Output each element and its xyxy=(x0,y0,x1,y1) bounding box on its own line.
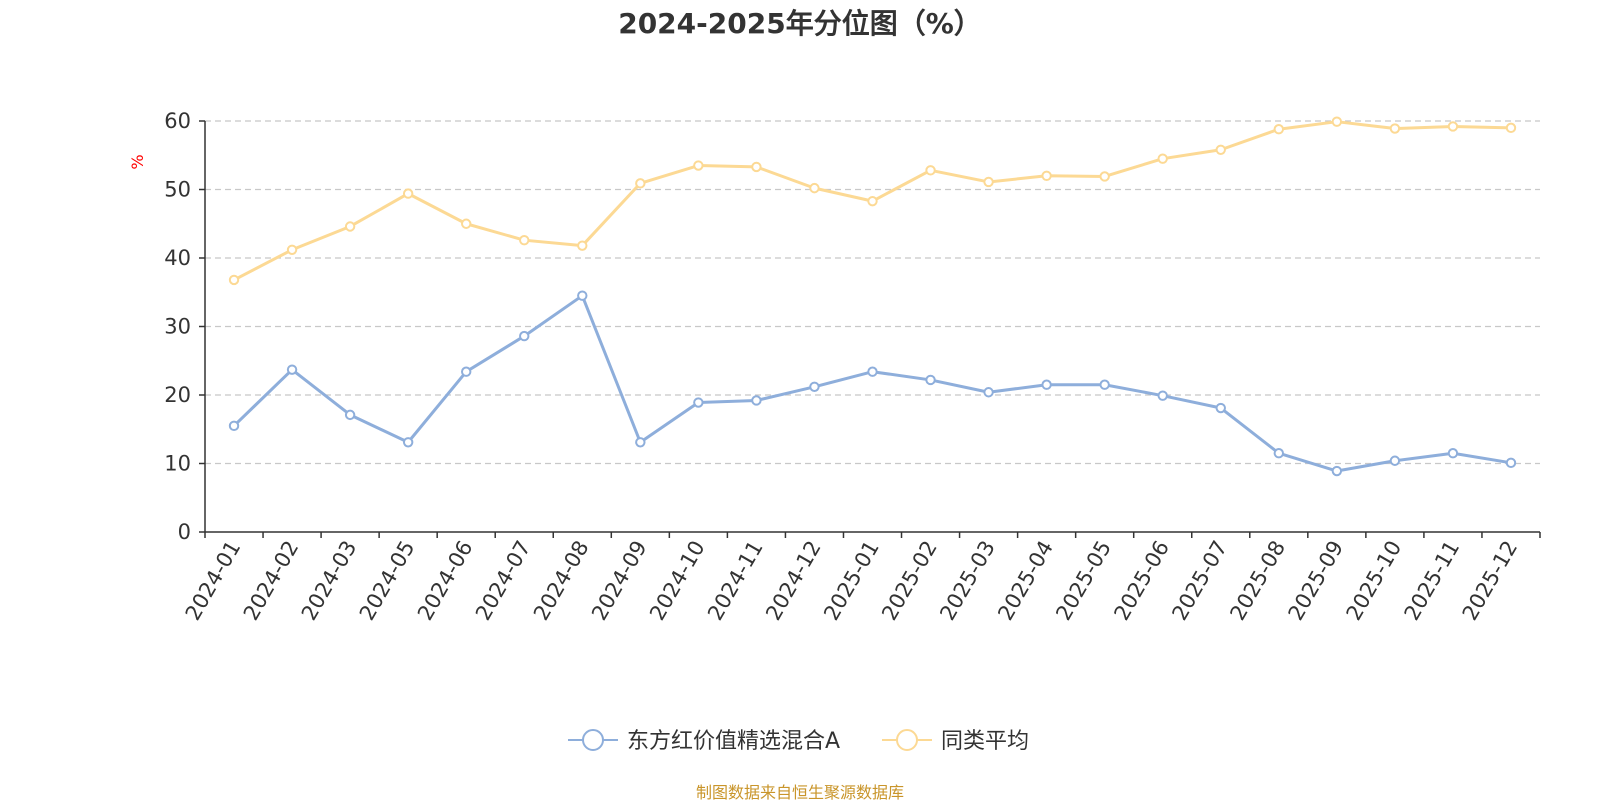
y-tick-label: 50 xyxy=(164,178,191,202)
data-point[interactable] xyxy=(867,366,878,377)
data-point[interactable] xyxy=(344,221,356,232)
y-tick-label: 10 xyxy=(164,452,191,476)
data-point[interactable] xyxy=(925,374,936,386)
data-point[interactable] xyxy=(402,437,414,448)
data-point[interactable] xyxy=(809,381,820,392)
y-tick-label: 20 xyxy=(164,383,191,407)
x-tick-label: 2024-05 xyxy=(355,537,420,625)
axes: 01020304050602024-012024-022024-032024-0… xyxy=(164,109,1541,625)
data-point[interactable] xyxy=(1505,457,1517,469)
data-point[interactable] xyxy=(1331,116,1343,127)
data-point[interactable] xyxy=(1099,379,1110,390)
data-point[interactable] xyxy=(577,290,588,301)
data-point[interactable] xyxy=(1273,124,1285,135)
data-point[interactable] xyxy=(867,195,878,207)
data-point[interactable] xyxy=(228,420,240,432)
x-tick-label: 2025-03 xyxy=(935,536,1000,624)
data-point[interactable] xyxy=(1447,121,1459,132)
legend-label: 同类平均 xyxy=(941,729,1029,754)
data-point[interactable] xyxy=(693,160,704,171)
legend[interactable]: 东方红价值精选混合A 同类平均 xyxy=(568,729,1029,754)
source-note: 制图数据来自恒生聚源数据库 xyxy=(695,783,904,802)
gridlines xyxy=(205,120,1540,465)
data-point[interactable] xyxy=(1331,465,1343,477)
x-tick-label: 2025-02 xyxy=(877,537,942,625)
data-point[interactable] xyxy=(1041,170,1052,182)
data-point[interactable] xyxy=(693,397,704,408)
data-point[interactable] xyxy=(460,218,472,229)
data-point[interactable] xyxy=(751,395,762,406)
legend-item-1[interactable]: 东方红价值精选混合A xyxy=(568,729,840,754)
x-tick-label: 2024-11 xyxy=(703,537,768,625)
data-point[interactable] xyxy=(1041,379,1052,390)
chart-title: 2024-2025年分位图（%） xyxy=(618,7,982,40)
data-point[interactable] xyxy=(1215,144,1226,155)
x-tick-label: 2025-07 xyxy=(1167,537,1232,625)
x-tick-label: 2024-12 xyxy=(761,537,826,625)
series-line xyxy=(232,294,1512,473)
x-tick-label: 2024-09 xyxy=(587,537,652,625)
data-point[interactable] xyxy=(1447,448,1459,459)
y-axis-unit-label: % xyxy=(128,154,147,169)
data-point[interactable] xyxy=(344,409,356,421)
legend-label: 东方红价值精选混合A xyxy=(627,729,840,754)
x-tick-label: 2025-04 xyxy=(993,537,1058,625)
data-point[interactable] xyxy=(286,244,298,255)
x-tick-label: 2025-09 xyxy=(1284,537,1349,625)
data-point[interactable] xyxy=(809,182,820,194)
data-point[interactable] xyxy=(1157,153,1168,164)
x-tick-label: 2025-12 xyxy=(1458,537,1523,625)
data-point[interactable] xyxy=(460,366,472,377)
data-point[interactable] xyxy=(983,387,994,398)
y-tick-label: 40 xyxy=(164,246,191,270)
data-point[interactable] xyxy=(1505,122,1517,134)
x-tick-label: 2025-08 xyxy=(1225,537,1290,625)
x-tick-label: 2024-01 xyxy=(181,537,246,625)
data-point[interactable] xyxy=(519,234,530,246)
x-tick-label: 2024-10 xyxy=(645,537,710,625)
x-tick-label: 2025-06 xyxy=(1109,537,1174,625)
data-point[interactable] xyxy=(577,240,588,251)
x-tick-label: 2025-01 xyxy=(819,537,884,625)
data-point[interactable] xyxy=(286,364,298,375)
data-point[interactable] xyxy=(1215,402,1226,414)
series-2 xyxy=(228,116,1517,286)
series-lines xyxy=(228,116,1517,477)
x-tick-label: 2024-08 xyxy=(529,537,594,625)
data-point[interactable] xyxy=(1389,123,1401,134)
y-tick-label: 60 xyxy=(164,109,191,133)
legend-circle-icon xyxy=(896,729,918,751)
x-tick-label: 2024-06 xyxy=(413,537,478,625)
legend-circle-icon xyxy=(582,729,604,751)
data-point[interactable] xyxy=(519,330,530,342)
y-tick-label: 0 xyxy=(178,520,191,544)
data-point[interactable] xyxy=(925,165,936,176)
data-point[interactable] xyxy=(635,437,646,448)
data-point[interactable] xyxy=(751,161,762,173)
series-1 xyxy=(228,290,1517,477)
x-tick-label: 2025-10 xyxy=(1342,537,1407,625)
x-tick-label: 2024-07 xyxy=(471,537,536,625)
x-tick-label: 2024-03 xyxy=(297,537,362,625)
legend-item-2[interactable]: 同类平均 xyxy=(882,729,1029,754)
x-tick-label: 2024-02 xyxy=(239,537,304,625)
data-point[interactable] xyxy=(1099,171,1110,182)
data-point[interactable] xyxy=(1273,448,1285,459)
x-tick-label: 2025-11 xyxy=(1400,537,1465,625)
data-point[interactable] xyxy=(983,176,994,188)
data-point[interactable] xyxy=(635,178,646,189)
x-tick-label: 2025-05 xyxy=(1051,537,1116,625)
y-tick-label: 30 xyxy=(164,315,191,339)
data-point[interactable] xyxy=(1389,455,1401,466)
data-point[interactable] xyxy=(402,188,414,199)
data-point[interactable] xyxy=(228,274,240,286)
data-point[interactable] xyxy=(1157,390,1168,401)
